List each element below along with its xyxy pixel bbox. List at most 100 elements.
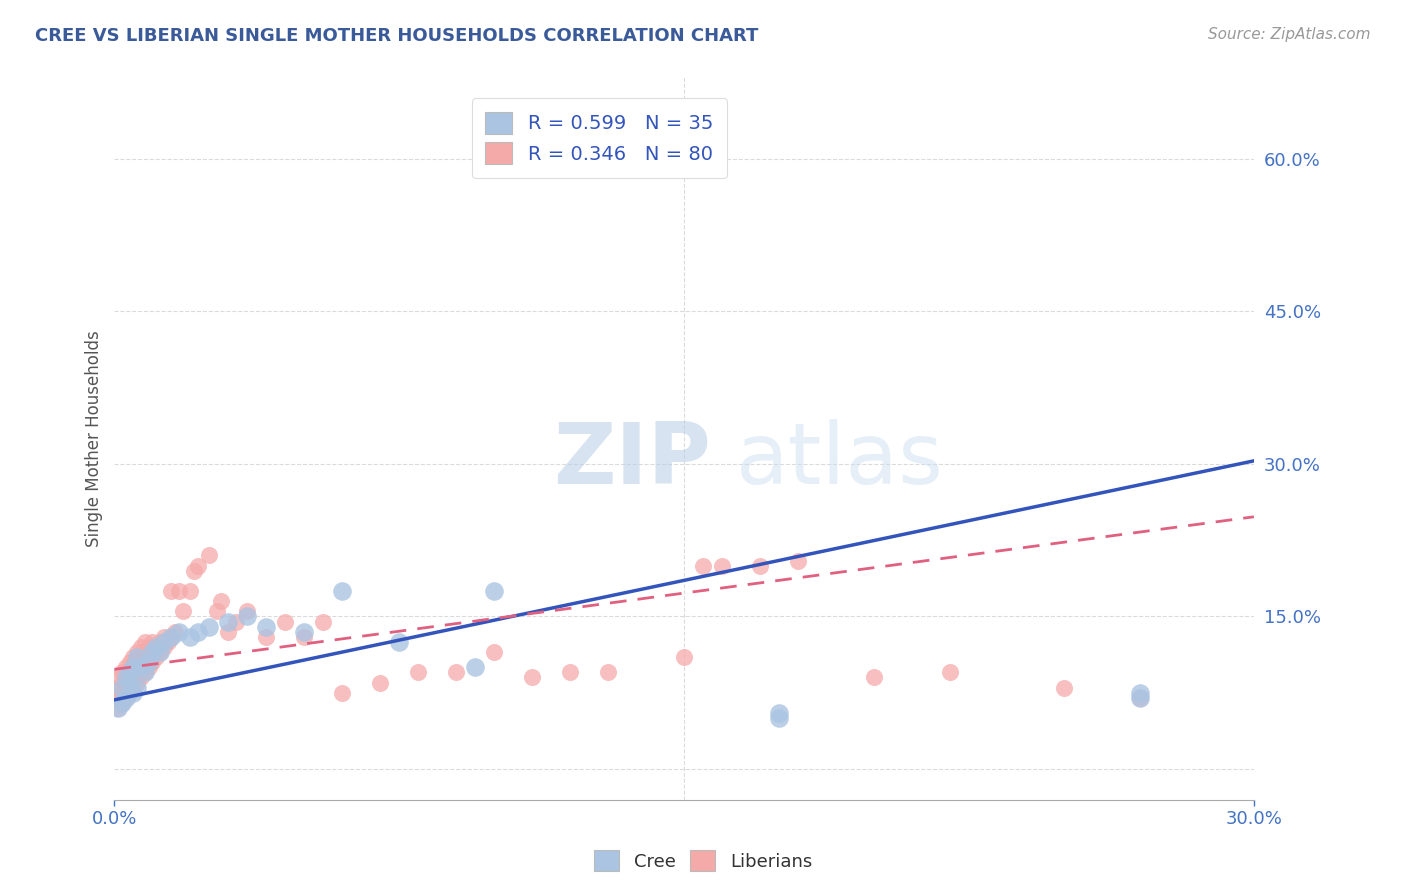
Point — [111, 696, 134, 710]
Point — [122, 660, 145, 674]
Point — [692, 558, 714, 573]
Point — [114, 681, 136, 695]
Point — [673, 650, 696, 665]
Point — [111, 681, 134, 695]
Point — [172, 604, 194, 618]
Point — [122, 681, 145, 695]
Point — [114, 671, 136, 685]
Text: atlas: atlas — [735, 418, 943, 501]
Point — [138, 660, 160, 674]
Point — [134, 655, 156, 669]
Point — [134, 645, 156, 659]
Point — [156, 635, 179, 649]
Point — [236, 609, 259, 624]
Point — [939, 665, 962, 680]
Point — [225, 615, 247, 629]
Point — [198, 549, 221, 563]
Point — [160, 630, 183, 644]
Point — [484, 645, 506, 659]
Point — [138, 640, 160, 654]
Point — [114, 690, 136, 705]
Point — [129, 640, 152, 654]
Point — [114, 690, 136, 705]
Point — [118, 665, 141, 680]
Point — [236, 604, 259, 618]
Point — [1129, 690, 1152, 705]
Point — [165, 624, 187, 639]
Point — [134, 665, 156, 680]
Point — [152, 630, 174, 644]
Point — [205, 604, 228, 618]
Legend: R = 0.599   N = 35, R = 0.346   N = 80: R = 0.599 N = 35, R = 0.346 N = 80 — [471, 98, 727, 178]
Point — [711, 558, 734, 573]
Point — [152, 640, 174, 654]
Point — [111, 665, 134, 680]
Point — [118, 675, 141, 690]
Point — [464, 660, 486, 674]
Point — [127, 650, 149, 665]
Point — [114, 660, 136, 674]
Text: Source: ZipAtlas.com: Source: ZipAtlas.com — [1208, 27, 1371, 42]
Point — [111, 696, 134, 710]
Point — [107, 701, 129, 715]
Point — [254, 630, 277, 644]
Point — [787, 553, 810, 567]
Point — [122, 671, 145, 685]
Point — [141, 655, 163, 669]
Point — [179, 630, 201, 644]
Point — [292, 624, 315, 639]
Point — [183, 564, 205, 578]
Point — [187, 558, 209, 573]
Point — [114, 671, 136, 685]
Point — [149, 645, 172, 659]
Point — [160, 584, 183, 599]
Point — [138, 650, 160, 665]
Point — [1129, 686, 1152, 700]
Point — [292, 630, 315, 644]
Point — [129, 650, 152, 665]
Point — [749, 558, 772, 573]
Point — [118, 686, 141, 700]
Point — [863, 671, 886, 685]
Point — [152, 635, 174, 649]
Point — [149, 645, 172, 659]
Point — [598, 665, 620, 680]
Point — [138, 655, 160, 669]
Point — [122, 686, 145, 700]
Point — [217, 615, 239, 629]
Point — [254, 620, 277, 634]
Point — [406, 665, 429, 680]
Point — [330, 686, 353, 700]
Point — [134, 665, 156, 680]
Point — [768, 711, 790, 725]
Point — [107, 701, 129, 715]
Point — [141, 645, 163, 659]
Point — [484, 584, 506, 599]
Point — [118, 665, 141, 680]
Point — [145, 640, 167, 654]
Point — [141, 635, 163, 649]
Point — [160, 630, 183, 644]
Point — [217, 624, 239, 639]
Point — [1129, 690, 1152, 705]
Point — [1053, 681, 1076, 695]
Point — [167, 624, 190, 639]
Point — [127, 681, 149, 695]
Y-axis label: Single Mother Households: Single Mother Households — [86, 330, 103, 547]
Point — [118, 655, 141, 669]
Point — [198, 620, 221, 634]
Text: ZIP: ZIP — [553, 418, 711, 501]
Point — [145, 640, 167, 654]
Point — [560, 665, 582, 680]
Point — [129, 660, 152, 674]
Point — [127, 645, 149, 659]
Point — [187, 624, 209, 639]
Point — [768, 706, 790, 720]
Point — [145, 650, 167, 665]
Point — [149, 635, 172, 649]
Point — [122, 660, 145, 674]
Point — [111, 675, 134, 690]
Point — [127, 655, 149, 669]
Point — [444, 665, 467, 680]
Point — [107, 690, 129, 705]
